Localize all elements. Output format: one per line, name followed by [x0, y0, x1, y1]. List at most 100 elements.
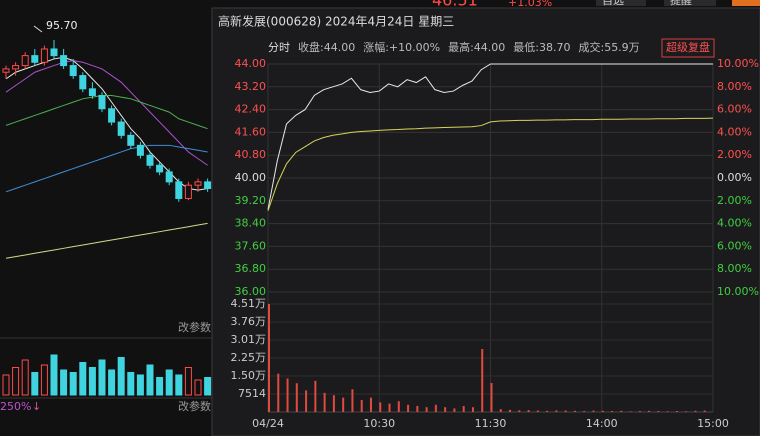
y-tick-label: 39.20: [235, 194, 267, 207]
y-tick-label: 40.80: [235, 148, 267, 161]
y-tick-label: 41.60: [235, 125, 267, 138]
price-line: [267, 63, 713, 210]
volume-bar: [98, 359, 106, 396]
volume-bar: [156, 377, 164, 396]
candle-body: [69, 65, 77, 77]
candle-body: [175, 181, 183, 199]
tab[interactable]: 分时: [268, 41, 290, 54]
volume-bar: [592, 410, 595, 412]
x-tick-label: 14:00: [586, 417, 618, 430]
volume-bar: [277, 373, 280, 412]
watch[interactable]: 自选: [602, 0, 624, 7]
candle-body: [21, 55, 29, 67]
replay-label[interactable]: 超级复盘: [666, 40, 710, 54]
y2-tick-label: 8.00%: [717, 80, 752, 93]
candle-body: [146, 154, 154, 166]
y-tick-label: 36.00: [235, 285, 267, 298]
volume-bar: [136, 374, 144, 396]
intraday-panel: 收盘:44.00 涨幅:+10.00% 最高:44.00 最低:38.70 成交:55.…: [231, 40, 759, 430]
indicator-label: 250%: [0, 400, 31, 413]
volume-bar: [295, 383, 298, 412]
candle-body: [108, 108, 116, 123]
volume-bar: [2, 374, 10, 396]
volume-bar: [146, 364, 154, 396]
candle-body: [60, 55, 68, 67]
y-tick-label: 43.20: [235, 80, 267, 93]
y-tick-label: 4.51万: [231, 297, 267, 310]
candle-body: [98, 94, 106, 110]
volume-bar: [127, 372, 135, 396]
top-bar: 46.51 +1.03% 自选 提醒: [432, 0, 760, 10]
replay-button[interactable]: [661, 38, 715, 58]
y-tick-label: 7514: [238, 387, 266, 400]
candle-body: [165, 171, 173, 183]
popup-title: 高新发展(000628) 2024年4月24日 星期三: [218, 14, 454, 29]
volume-bar: [12, 367, 20, 396]
volume-bar: [685, 411, 688, 412]
volume-bar: [50, 354, 58, 396]
candle-body: [136, 144, 144, 156]
x-tick-label: 10:30: [363, 417, 395, 430]
y2-tick-label: 10.00%: [717, 57, 759, 70]
volume-bar: [268, 304, 270, 412]
volume-bar: [175, 374, 183, 396]
volume-bar: [573, 410, 576, 412]
alert[interactable]: 提醒: [670, 0, 692, 7]
volume-bar: [471, 407, 474, 412]
volume-bar: [694, 410, 697, 412]
info-item: 最低:38.70: [513, 41, 570, 54]
info-item: 成交:55.9万: [578, 40, 639, 54]
volume-bar: [611, 411, 614, 412]
volume-bar: [388, 403, 391, 412]
volume-bar: [666, 411, 669, 412]
volume-bar: [481, 348, 484, 412]
volume-bar: [60, 369, 68, 396]
y2-tick-label: 6.00%: [717, 239, 752, 252]
y-tick-label: 36.80: [235, 262, 267, 275]
volume-bar: [648, 410, 651, 412]
candle-body: [117, 121, 125, 136]
x-tick-label: 11:30: [475, 417, 507, 430]
volume-bar: [462, 406, 465, 412]
candle-body: [12, 65, 20, 70]
watch-button[interactable]: [596, 0, 646, 6]
volume-bar: [425, 407, 428, 412]
y-tick-label: 38.40: [235, 217, 267, 230]
volume-bar: [21, 359, 29, 396]
y2-tick-label: 10.00%: [717, 285, 759, 298]
moving-average: [5, 222, 208, 259]
x-tick-label: 04/24: [252, 417, 284, 430]
alert-button[interactable]: [664, 0, 716, 6]
volume-bar: [657, 411, 660, 412]
y2-tick-label: 4.00%: [717, 217, 752, 230]
volume-bar: [620, 410, 623, 412]
volume-bar: [434, 404, 437, 412]
y-tick-label: 42.40: [235, 103, 267, 116]
volume-bar: [117, 357, 125, 396]
param-label: 改参数: [178, 399, 211, 413]
volume-bar: [527, 410, 530, 412]
volume-bar: [499, 409, 502, 412]
popup: [211, 7, 760, 436]
candle-body: [40, 48, 48, 63]
volume-bar: [165, 369, 173, 396]
volume-bar: [536, 410, 539, 412]
candle-body: [2, 68, 10, 73]
action-button[interactable]: [732, 0, 760, 6]
candle-body: [31, 55, 39, 63]
candle-body: [88, 88, 96, 96]
price-line: [267, 117, 714, 211]
volume-bar: [108, 369, 116, 396]
volume-bar: [518, 410, 521, 412]
high-marker: 95.70: [46, 19, 78, 32]
y2-tick-label: 2.00%: [717, 194, 752, 207]
y-tick-label: 37.60: [235, 239, 267, 252]
volume-bar: [332, 395, 335, 412]
volume-bar: [88, 367, 96, 396]
volume-bar: [601, 410, 604, 412]
volume-bar: [564, 410, 567, 412]
volume-bar: [342, 397, 345, 412]
volume-bar: [407, 404, 410, 412]
